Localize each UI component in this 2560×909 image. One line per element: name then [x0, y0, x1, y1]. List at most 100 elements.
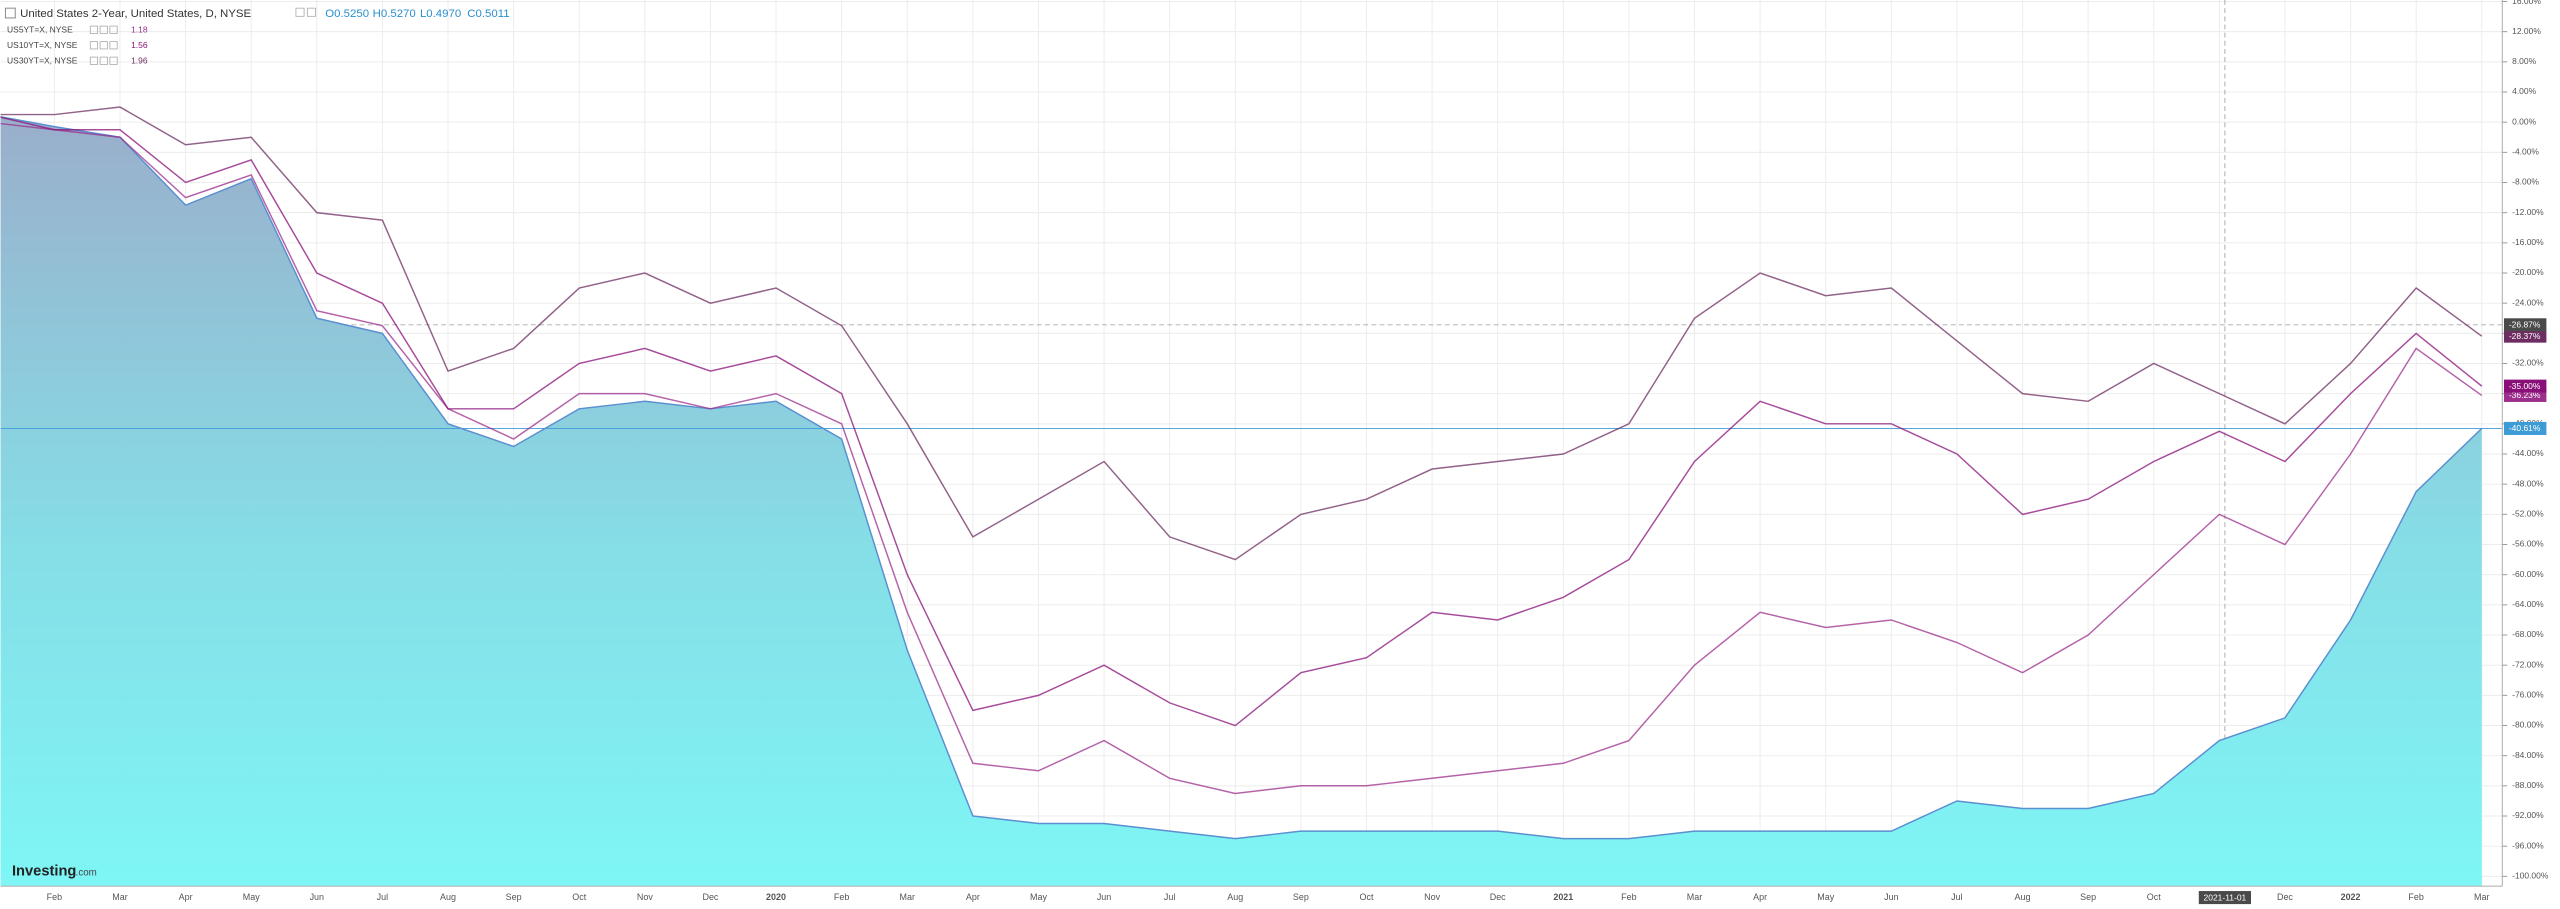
legend-name: US5YT=X, NYSE — [7, 24, 73, 34]
x-tick-label: Feb — [1621, 892, 1636, 902]
y-tick-label: -44.00% — [2512, 448, 2544, 458]
x-tick-label: May — [243, 892, 260, 902]
legend: United States 2-Year, United States, D, … — [4, 7, 510, 65]
x-tick-label: Sep — [1293, 892, 1309, 902]
legend-icon[interactable] — [99, 25, 108, 34]
legend-icon[interactable] — [306, 7, 316, 17]
x-tick-label: Dec — [702, 892, 718, 902]
x-tick-label: Dec — [2277, 892, 2293, 902]
series-line — [0, 116, 2483, 727]
logo-suffix: .com — [76, 868, 97, 879]
y-tick-label: -88.00% — [2512, 780, 2544, 790]
y-tick-label: -72.00% — [2512, 659, 2544, 669]
x-tick-label: Jul — [377, 892, 388, 902]
legend-toggle[interactable] — [4, 7, 16, 19]
legend-icon[interactable] — [109, 56, 118, 65]
end-label-bg — [2503, 421, 2547, 435]
crosshair-x-label-bg — [2198, 891, 2252, 905]
y-tick-label: -56.00% — [2512, 539, 2544, 549]
legend-ohlc: O0.5250 — [325, 8, 369, 20]
x-tick-label: Aug — [2015, 892, 2031, 902]
y-tick-label: -8.00% — [2512, 177, 2539, 187]
y-tick-label: -80.00% — [2512, 720, 2544, 730]
y-tick-label: -32.00% — [2512, 358, 2544, 368]
y-tick-label: -68.00% — [2512, 629, 2544, 639]
end-label-bg — [2503, 318, 2547, 332]
axes: 16.00% 12.00% 8.00% 4.00% 0.00% -4.00% -8.00% -… — [47, 0, 2549, 905]
logo-text: Investing — [12, 863, 76, 879]
crosshair-x-label: 2021-11-01 — [2204, 893, 2247, 903]
end-label: -35.00% — [2509, 381, 2541, 391]
legend-ohlc: H0.5270 — [373, 8, 416, 20]
legend-name: US10YT=X, NYSE — [7, 40, 78, 50]
plot-area — [0, 0, 2503, 887]
series-line — [0, 122, 2483, 795]
legend-icon[interactable] — [109, 25, 118, 34]
x-tick-label: Feb — [2408, 892, 2423, 902]
y-tick-label: 0.00% — [2512, 116, 2536, 126]
end-label: -36.23% — [2509, 390, 2541, 400]
x-tick-label: Nov — [637, 892, 653, 902]
x-tick-label: Jul — [1951, 892, 1962, 902]
y-tick-label: -24.00% — [2512, 297, 2544, 307]
x-tick-label: Feb — [834, 892, 849, 902]
legend-icon[interactable] — [89, 25, 99, 34]
x-tick-label: Jul — [1164, 892, 1175, 902]
legend-value: 1.96 — [131, 55, 148, 65]
legend-ohlc: C0.5011 — [467, 8, 509, 20]
x-tick-label: Feb — [47, 892, 62, 902]
y-tick-label: -20.00% — [2512, 267, 2544, 277]
legend-value: 1.18 — [131, 24, 148, 34]
x-tick-label: Jun — [1884, 892, 1898, 902]
y-tick-label: -92.00% — [2512, 810, 2544, 820]
x-tick-label: Aug — [1227, 892, 1243, 902]
x-tick-label: May — [1817, 892, 1834, 902]
end-label-bg — [2503, 379, 2547, 393]
x-tick-label: Sep — [2080, 892, 2096, 902]
x-tick-label: Oct — [572, 892, 586, 902]
legend-icon[interactable] — [295, 7, 305, 17]
x-tick-label: Nov — [1424, 892, 1440, 902]
x-tick-label: Apr — [1753, 892, 1767, 902]
x-tick-label: 2021 — [1553, 892, 1573, 902]
x-tick-label: May — [1030, 892, 1047, 902]
x-tick-label: Dec — [1490, 892, 1506, 902]
y-tick-label: -12.00% — [2512, 207, 2544, 217]
x-tick-label: Aug — [440, 892, 456, 902]
legend-icon[interactable] — [89, 56, 99, 65]
x-tick-label: 2022 — [2341, 892, 2361, 902]
legend-icon[interactable] — [109, 41, 118, 50]
legend-icon[interactable] — [99, 41, 108, 50]
legend-value: 1.56 — [131, 40, 148, 50]
y-tick-label: -96.00% — [2512, 840, 2544, 850]
x-tick-label: Mar — [1687, 892, 1702, 902]
y-tick-label: -52.00% — [2512, 509, 2544, 519]
legend-icon[interactable] — [99, 56, 108, 65]
x-tick-label: Mar — [900, 892, 915, 902]
x-tick-label: Oct — [2147, 892, 2161, 902]
y-tick-label: 4.00% — [2512, 86, 2536, 96]
x-tick-label: Jun — [310, 892, 324, 902]
x-tick-label: Apr — [179, 892, 193, 902]
x-tick-label: Jun — [1097, 892, 1111, 902]
y-tick-label: -64.00% — [2512, 599, 2544, 609]
logo: Investing .com — [12, 863, 97, 879]
y-tick-label: 16.00% — [2512, 0, 2541, 6]
end-label-bg — [2503, 329, 2547, 343]
legend-icon[interactable] — [89, 41, 99, 50]
legend-ohlc: L0.4970 — [420, 8, 461, 20]
y-tick-label: -60.00% — [2512, 569, 2544, 579]
series-line — [0, 106, 2483, 561]
x-tick-label: Sep — [506, 892, 522, 902]
y-tick-label: -100.00% — [2512, 871, 2549, 881]
y-tick-label: -48.00% — [2512, 478, 2544, 488]
y-tick-label: -16.00% — [2512, 237, 2544, 247]
y-tick-label: -4.00% — [2512, 147, 2539, 157]
end-label: -28.37% — [2509, 331, 2541, 341]
y-tick-label: 12.00% — [2512, 26, 2541, 36]
x-tick-label: Mar — [112, 892, 127, 902]
x-tick-label: Mar — [2474, 892, 2489, 902]
legend-name: US30YT=X, NYSE — [7, 55, 78, 65]
series-area — [0, 116, 2482, 887]
